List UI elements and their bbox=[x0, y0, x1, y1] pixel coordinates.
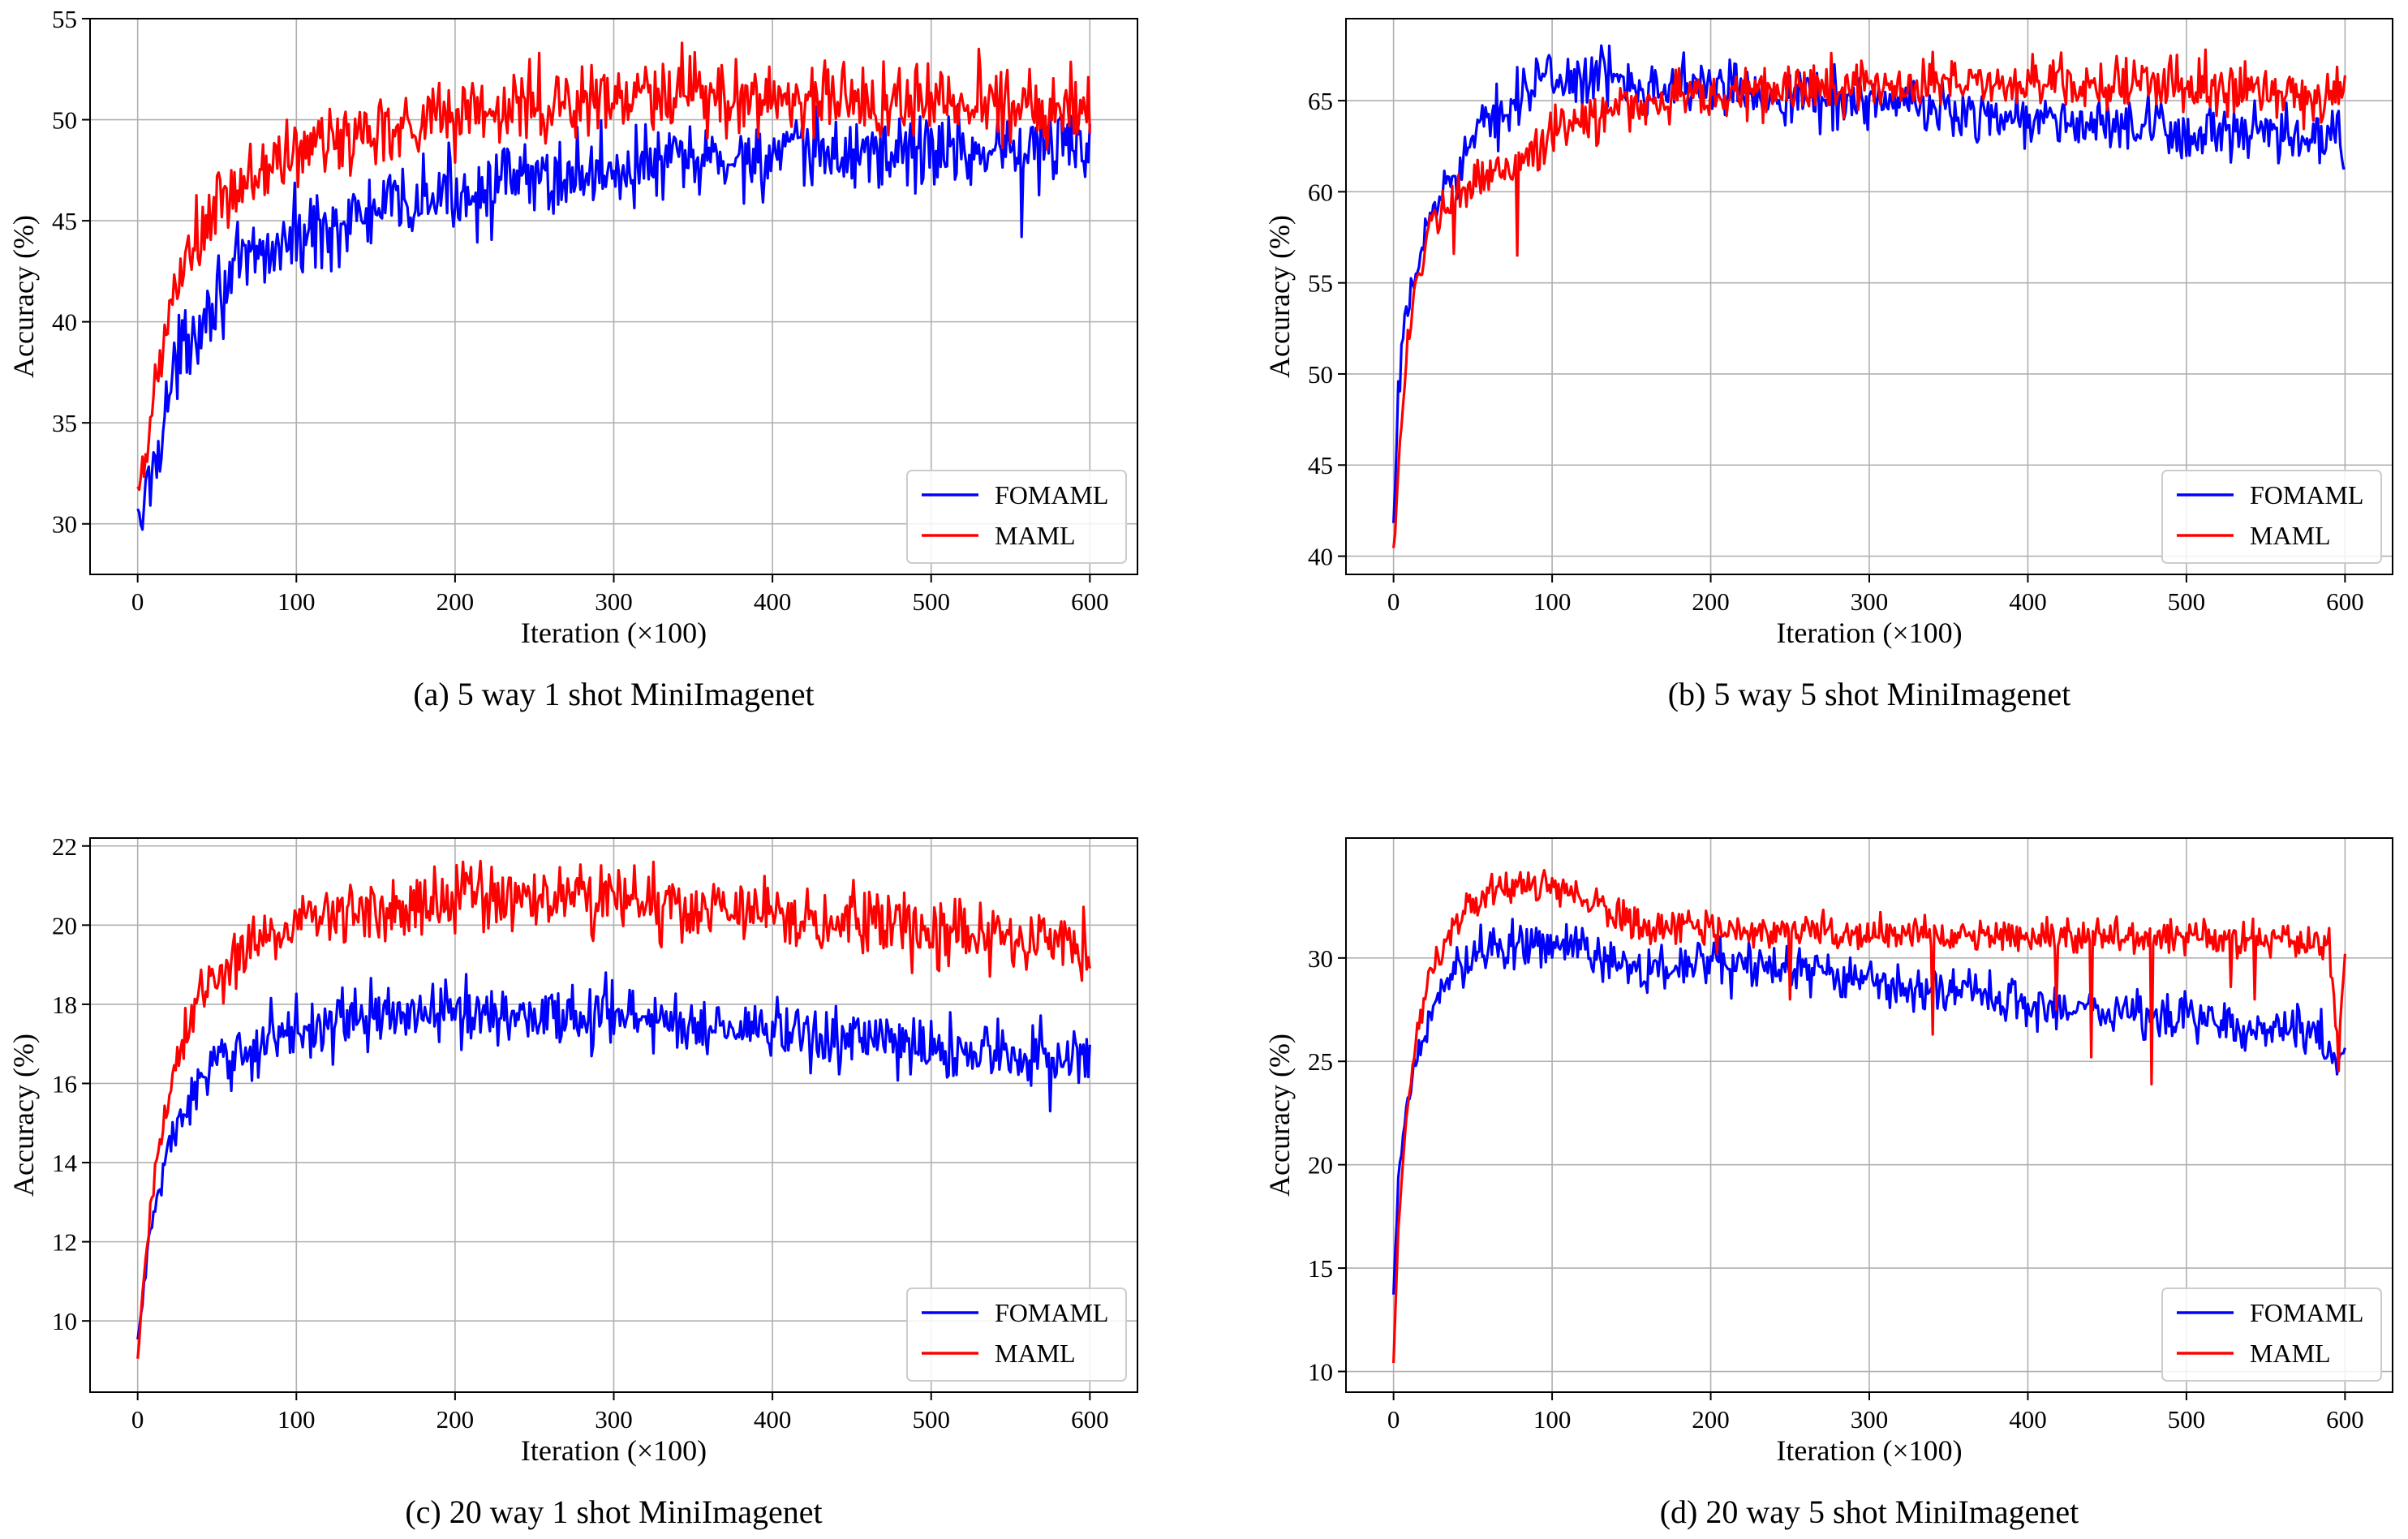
x-axis-label: Iteration (×100) bbox=[521, 1434, 707, 1467]
x-tick-label: 0 bbox=[131, 1405, 144, 1434]
y-tick-label: 45 bbox=[52, 207, 77, 235]
legend: FOMAML MAML bbox=[906, 470, 1127, 564]
series-line-maml bbox=[1392, 869, 2346, 1364]
y-tick-label: 35 bbox=[52, 409, 77, 437]
y-tick-label: 14 bbox=[52, 1149, 78, 1177]
x-tick-label: 400 bbox=[2009, 587, 2047, 616]
x-tick-label: 0 bbox=[1387, 1405, 1400, 1434]
x-tick-label: 500 bbox=[2168, 587, 2206, 616]
legend: FOMAML MAML bbox=[2161, 1288, 2382, 1382]
y-tick-label: 12 bbox=[52, 1228, 77, 1257]
y-tick-label: 60 bbox=[1308, 178, 1333, 206]
x-tick-label: 300 bbox=[1851, 1405, 1889, 1434]
legend-label-fomaml: FOMAML bbox=[2250, 1298, 2363, 1327]
panel-caption: (c) 20 way 1 shot MiniImagenet bbox=[405, 1494, 822, 1530]
x-tick-label: 100 bbox=[1533, 587, 1572, 616]
x-tick-label: 400 bbox=[2009, 1405, 2047, 1434]
x-tick-label: 500 bbox=[912, 1405, 950, 1434]
legend: FOMAML MAML bbox=[906, 1288, 1127, 1382]
x-tick-label: 500 bbox=[912, 587, 950, 616]
y-tick-label: 55 bbox=[52, 5, 77, 33]
x-tick-label: 600 bbox=[2326, 1405, 2364, 1434]
legend-label-maml: MAML bbox=[2250, 1339, 2331, 1368]
y-axis-label: Accuracy (%) bbox=[1263, 215, 1296, 378]
y-tick-label: 10 bbox=[52, 1307, 77, 1335]
legend-label-maml: MAML bbox=[2250, 521, 2331, 550]
series-line-maml bbox=[136, 859, 1091, 1359]
y-tick-label: 20 bbox=[52, 911, 77, 939]
y-tick-label: 65 bbox=[1308, 87, 1333, 115]
chart-panel-1: 0 100 200 300 400 500 600 30 35 40 45 50 55 Iteration… bbox=[7, 5, 1138, 712]
x-tick-label: 0 bbox=[131, 587, 144, 616]
series-line-fomaml bbox=[136, 103, 1091, 531]
x-tick-label: 100 bbox=[277, 587, 316, 616]
chart-panel-2: 0 100 200 300 400 500 600 40 45 50 55 60 65 Iteration… bbox=[1263, 18, 2393, 712]
y-tick-label: 20 bbox=[1308, 1151, 1333, 1180]
y-tick-label: 30 bbox=[1308, 944, 1333, 973]
series-line-maml bbox=[1392, 48, 2346, 548]
x-tick-label: 200 bbox=[1692, 1405, 1730, 1434]
x-tick-label: 600 bbox=[2326, 587, 2364, 616]
x-tick-label: 200 bbox=[436, 1405, 475, 1434]
y-axis-label: Accuracy (%) bbox=[7, 215, 40, 378]
panel-caption: (a) 5 way 1 shot MiniImagenet bbox=[413, 676, 814, 712]
y-tick-label: 50 bbox=[52, 106, 77, 135]
x-tick-label: 600 bbox=[1071, 587, 1109, 616]
y-tick-label: 15 bbox=[1308, 1254, 1333, 1283]
chart-panel-3: 0 100 200 300 400 500 600 10 12 14 16 18 20 22 Iterati… bbox=[7, 832, 1138, 1530]
y-tick-label: 40 bbox=[1308, 543, 1333, 571]
y-tick-label: 16 bbox=[52, 1069, 77, 1098]
y-tick-label: 55 bbox=[1308, 269, 1333, 298]
y-tick-label: 40 bbox=[52, 308, 77, 337]
panel-caption: (b) 5 way 5 shot MiniImagenet bbox=[1668, 676, 2071, 712]
y-tick-label: 18 bbox=[52, 991, 77, 1019]
x-tick-label: 0 bbox=[1387, 587, 1400, 616]
y-tick-label: 50 bbox=[1308, 360, 1333, 389]
y-tick-label: 22 bbox=[52, 832, 77, 861]
y-tick-label: 30 bbox=[52, 510, 77, 539]
series-line-fomaml bbox=[136, 971, 1091, 1340]
x-tick-label: 500 bbox=[2168, 1405, 2206, 1434]
x-tick-label: 100 bbox=[1533, 1405, 1572, 1434]
y-axis-label: Accuracy (%) bbox=[1263, 1034, 1296, 1197]
legend-label-maml: MAML bbox=[995, 1339, 1076, 1368]
y-tick-label: 25 bbox=[1308, 1047, 1333, 1076]
x-axis-label: Iteration (×100) bbox=[1776, 1434, 1962, 1467]
x-axis-label: Iteration (×100) bbox=[1776, 617, 1962, 649]
series-line-maml bbox=[136, 41, 1091, 492]
legend-label-maml: MAML bbox=[995, 521, 1076, 550]
y-tick-label: 45 bbox=[1308, 451, 1333, 479]
legend-label-fomaml: FOMAML bbox=[2250, 480, 2363, 509]
legend: FOMAML MAML bbox=[2161, 470, 2382, 564]
x-tick-label: 300 bbox=[1851, 587, 1889, 616]
x-axis-label: Iteration (×100) bbox=[521, 617, 707, 649]
chart-panel-4: 0 100 200 300 400 500 600 10 15 20 25 30 Iteration (… bbox=[1263, 837, 2393, 1530]
legend-label-fomaml: FOMAML bbox=[995, 480, 1108, 509]
y-axis-label: Accuracy (%) bbox=[7, 1034, 40, 1197]
y-tick-label: 10 bbox=[1308, 1358, 1333, 1386]
x-tick-label: 600 bbox=[1071, 1405, 1109, 1434]
x-tick-label: 300 bbox=[595, 587, 633, 616]
legend-label-fomaml: FOMAML bbox=[995, 1298, 1108, 1327]
x-tick-label: 400 bbox=[754, 587, 792, 616]
series-line-fomaml bbox=[1392, 918, 2346, 1295]
x-tick-label: 100 bbox=[277, 1405, 316, 1434]
x-tick-label: 400 bbox=[754, 1405, 792, 1434]
x-tick-label: 300 bbox=[595, 1405, 633, 1434]
x-tick-label: 200 bbox=[436, 587, 475, 616]
panel-caption: (d) 20 way 5 shot MiniImagenet bbox=[1660, 1494, 2079, 1530]
x-tick-label: 200 bbox=[1692, 587, 1730, 616]
series-line-fomaml bbox=[1392, 44, 2346, 523]
